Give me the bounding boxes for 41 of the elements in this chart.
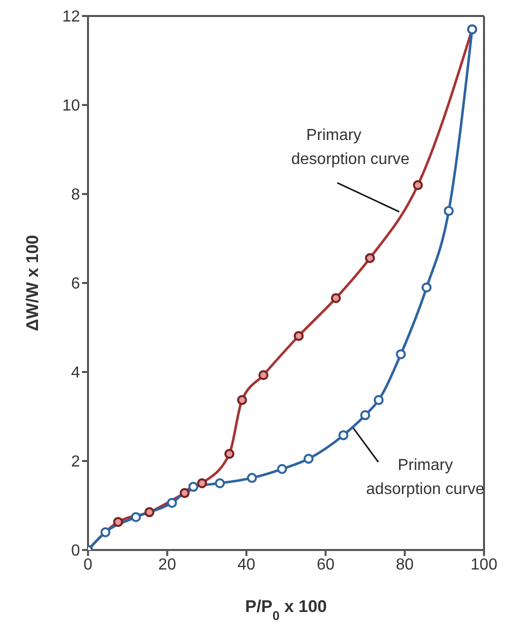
- point: [224, 448, 234, 459]
- x-tick-label: 40: [238, 556, 256, 574]
- x-tick-label: 100: [470, 556, 498, 574]
- annotation: Primary desorption curve: [291, 126, 410, 168]
- point: [422, 282, 432, 292]
- y-tick-label: 12: [62, 8, 80, 26]
- point: [294, 330, 304, 341]
- y-tick-label: 0: [71, 542, 80, 560]
- point: [246, 472, 257, 483]
- x-tick-label: 80: [396, 556, 414, 574]
- y-tick-label: 10: [62, 98, 80, 115]
- point: [396, 349, 406, 360]
- point: [113, 516, 124, 527]
- x-tick-label: 20: [158, 556, 176, 574]
- point: [180, 488, 190, 498]
- y-tick-label: 6: [71, 276, 80, 293]
- x-tick-label: 60: [316, 556, 335, 574]
- point: [100, 527, 110, 538]
- point: [364, 253, 375, 264]
- point: [237, 395, 248, 406]
- y-tick-label: 4: [71, 364, 80, 382]
- y-tick-label: 8: [71, 186, 80, 204]
- point: [304, 454, 314, 464]
- x-tick-label: 0: [84, 556, 93, 574]
- point: [374, 395, 384, 406]
- point: [166, 498, 177, 508]
- point: [130, 512, 141, 522]
- point: [144, 507, 154, 518]
- point: [188, 482, 198, 492]
- point: [258, 370, 268, 380]
- point: [330, 293, 341, 304]
- point: [214, 478, 225, 488]
- point: [360, 410, 370, 420]
- x-axis-title: P/P$_{0}$ x 100: [245, 597, 327, 622]
- point: [444, 206, 454, 216]
- y-axis-title: ΔW/W x 100: [23, 234, 42, 332]
- point: [277, 464, 288, 474]
- point: [338, 430, 348, 440]
- point: [412, 180, 423, 190]
- y-tick-label: 2: [71, 454, 80, 471]
- point: [197, 478, 208, 488]
